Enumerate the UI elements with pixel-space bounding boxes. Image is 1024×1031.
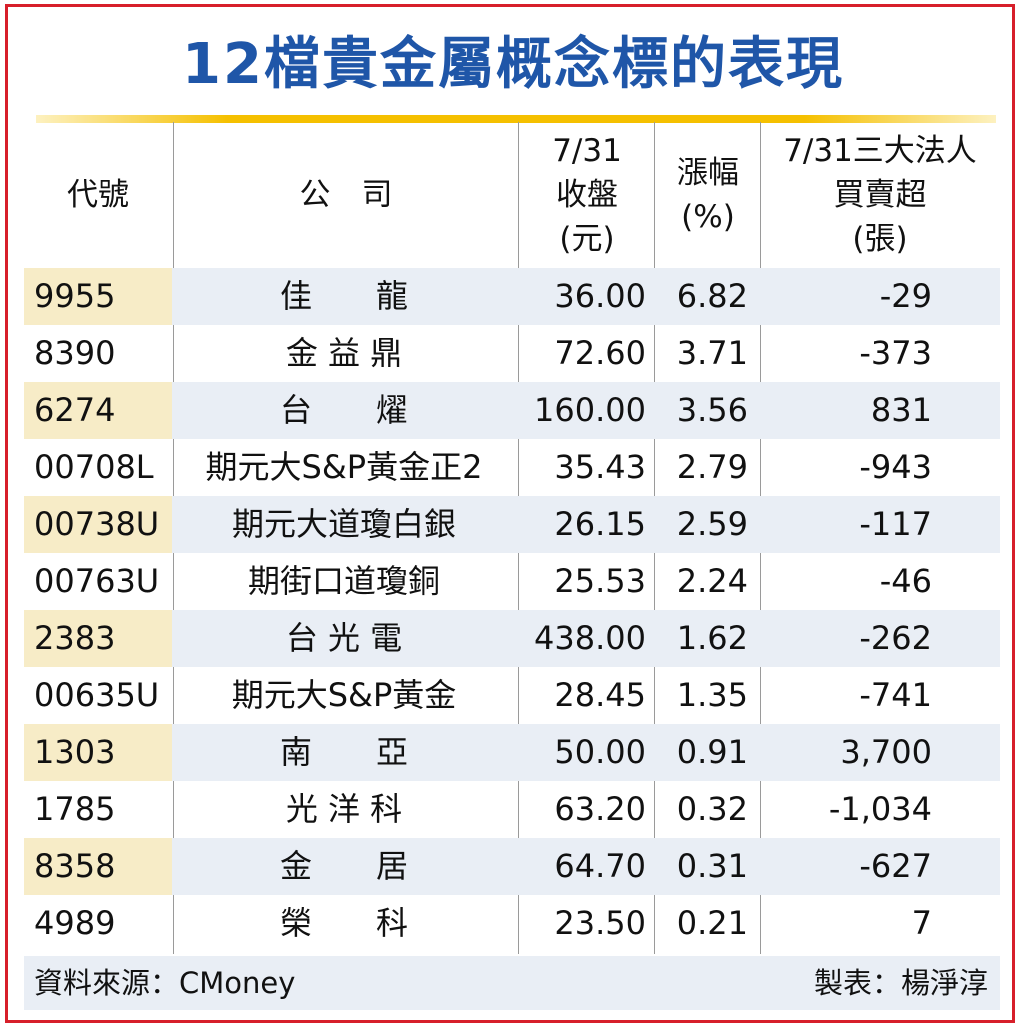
company-name: 金 益 鼎 (285, 334, 403, 372)
institutional-net: -29 (879, 277, 932, 315)
table-row: 1785 光 洋 科 63.20 0.32 -1,034 (24, 781, 1000, 838)
close-price: 438.00 (534, 619, 646, 657)
author-note: 製表：楊淨淳 (813, 966, 988, 1000)
table-row: 8390 金 益 鼎 72.60 3.71 -373 (24, 325, 1000, 382)
change-pct: 3.71 (676, 334, 748, 372)
stock-code: 00763U (34, 562, 160, 600)
close-price: 64.70 (554, 847, 646, 885)
header-pct-label: 漲幅 (677, 155, 739, 191)
institutional-net: 3,700 (840, 733, 932, 771)
company-name: 期元大S&P黃金 (231, 676, 457, 714)
header-inst-date: 7/31三大法人 (783, 133, 977, 169)
header-close-date: 7/31 (552, 133, 622, 169)
stock-code: 6274 (34, 391, 116, 429)
institutional-net: 7 (911, 904, 932, 942)
header-inst-unit: (張) (852, 221, 908, 257)
change-pct: 2.59 (676, 505, 748, 543)
institutional-net: -943 (859, 448, 932, 486)
table-footer: 資料來源：CMoney 製表：楊淨淳 (24, 956, 1000, 1010)
change-pct: 1.62 (676, 619, 748, 657)
change-pct: 2.24 (676, 562, 748, 600)
company-name: 榮 科 (279, 904, 408, 942)
header-institutional: 7/31三大法人 買賣超 (張) (762, 122, 998, 268)
close-price: 25.53 (554, 562, 646, 600)
company-name: 期元大道瓊白銀 (231, 505, 456, 543)
source-note: 資料來源：CMoney (34, 966, 296, 1000)
company-name: 光 洋 科 (285, 790, 403, 828)
company-name: 南 亞 (279, 733, 408, 771)
institutional-net: 831 (870, 391, 932, 429)
close-price: 26.15 (554, 505, 646, 543)
stock-code: 2383 (34, 619, 116, 657)
header-pct: 漲幅 (%) (656, 122, 760, 268)
close-price: 35.43 (554, 448, 646, 486)
institutional-net: -373 (859, 334, 932, 372)
close-price: 63.20 (554, 790, 646, 828)
institutional-net: -627 (859, 847, 932, 885)
table-row: 00708L 期元大S&P黃金正2 35.43 2.79 -943 (24, 439, 1000, 496)
close-price: 50.00 (554, 733, 646, 771)
table-row: 1303 南 亞 50.00 0.91 3,700 (24, 724, 1000, 781)
table-header: 代號 公 司 7/31 收盤 (元) 漲幅 (%) 7/31三大法人 買賣超 (… (24, 122, 1000, 268)
stock-code: 8358 (34, 847, 116, 885)
change-pct: 3.56 (676, 391, 748, 429)
change-pct: 2.79 (676, 448, 748, 486)
stock-code: 8390 (34, 334, 116, 372)
change-pct: 0.31 (676, 847, 748, 885)
close-price: 160.00 (534, 391, 646, 429)
change-pct: 0.21 (676, 904, 748, 942)
change-pct: 0.32 (676, 790, 748, 828)
table-row: 00635U 期元大S&P黃金 28.45 1.35 -741 (24, 667, 1000, 724)
table-row: 4989 榮 科 23.50 0.21 7 (24, 895, 1000, 952)
close-price: 72.60 (554, 334, 646, 372)
change-pct: 1.35 (676, 676, 748, 714)
stock-code: 00635U (34, 676, 160, 714)
header-close-unit: (元) (559, 221, 615, 257)
institutional-net: -117 (859, 505, 932, 543)
change-pct: 6.82 (676, 277, 748, 315)
header-inst-label: 買賣超 (833, 177, 927, 213)
table-row: 8358 金 居 64.70 0.31 -627 (24, 838, 1000, 895)
page-title: 12檔貴金屬概念標的表現 (182, 32, 844, 97)
stock-code: 1303 (34, 733, 116, 771)
header-company: 公 司 (174, 122, 518, 268)
company-name: 期街口道瓊銅 (247, 562, 440, 600)
company-name: 期元大S&P黃金正2 (205, 448, 483, 486)
close-price: 36.00 (554, 277, 646, 315)
table-row: 6274 台 燿 160.00 3.56 831 (24, 382, 1000, 439)
header-code-label: 代號 (67, 177, 129, 213)
institutional-net: -741 (859, 676, 932, 714)
table-row: 2383 台 光 電 438.00 1.62 -262 (24, 610, 1000, 667)
table-row: 00763U 期街口道瓊銅 25.53 2.24 -46 (24, 553, 1000, 610)
table-row: 00738U 期元大道瓊白銀 26.15 2.59 -117 (24, 496, 1000, 553)
header-close: 7/31 收盤 (元) (520, 122, 654, 268)
company-name: 佳 龍 (279, 277, 408, 315)
stock-code: 1785 (34, 790, 116, 828)
header-code: 代號 (24, 122, 172, 268)
header-close-label: 收盤 (556, 177, 618, 213)
institutional-net: -46 (879, 562, 932, 600)
close-price: 28.45 (554, 676, 646, 714)
company-name: 金 居 (279, 847, 408, 885)
stock-code: 4989 (34, 904, 116, 942)
table-row: 9955 佳 龍 36.00 6.82 -29 (24, 268, 1000, 325)
change-pct: 0.91 (676, 733, 748, 771)
institutional-net: -262 (859, 619, 932, 657)
stock-code: 00738U (34, 505, 160, 543)
company-name: 台 光 電 (285, 619, 403, 657)
institutional-net: -1,034 (828, 790, 932, 828)
company-name: 台 燿 (279, 391, 408, 429)
stock-code: 00708L (34, 448, 154, 486)
stock-code: 9955 (34, 277, 116, 315)
header-pct-unit: (%) (681, 199, 735, 235)
title-underline (36, 115, 996, 123)
header-company-label: 公 司 (299, 177, 393, 213)
close-price: 23.50 (554, 904, 646, 942)
